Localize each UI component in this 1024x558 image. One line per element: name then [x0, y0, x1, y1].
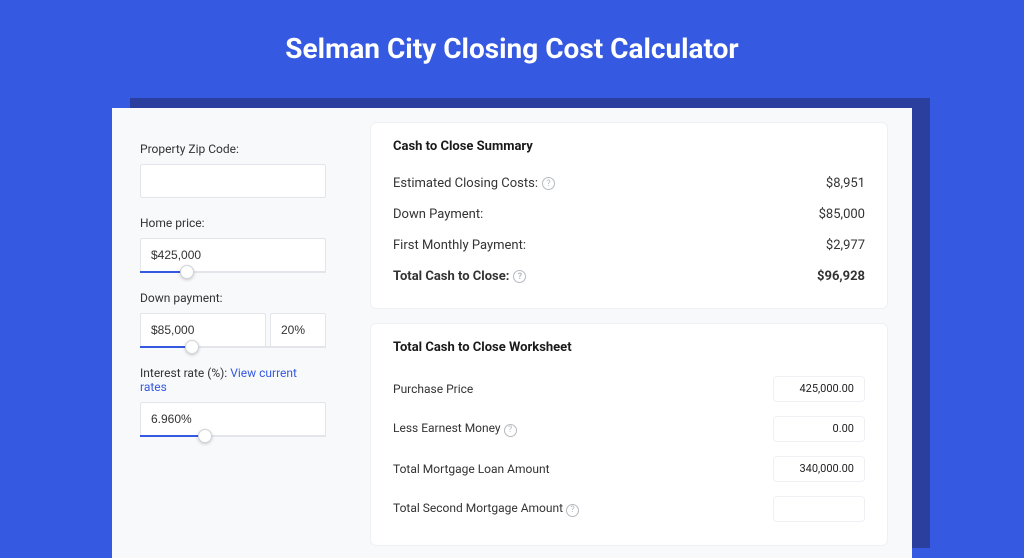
home-price-group: Home price:	[140, 216, 326, 273]
worksheet-row-label: Total Mortgage Loan Amount	[393, 462, 550, 476]
worksheet-row-label: Purchase Price	[393, 382, 473, 396]
down-payment-pct-input[interactable]	[270, 313, 326, 347]
worksheet-row: Total Mortgage Loan Amount 340,000.00	[393, 449, 865, 489]
summary-row: Total Cash to Close:? $96,928	[393, 261, 865, 292]
help-icon[interactable]: ?	[566, 504, 579, 517]
worksheet-panel: Total Cash to Close Worksheet Purchase P…	[370, 323, 888, 546]
interest-label: Interest rate (%): View current rates	[140, 366, 326, 394]
summary-row-value: $96,928	[817, 269, 865, 284]
down-payment-slider-thumb[interactable]	[185, 340, 199, 354]
summary-row-value: $8,951	[826, 176, 865, 191]
summary-row-label: Down Payment:	[393, 207, 483, 222]
worksheet-rows: Purchase Price 425,000.00 Less Earnest Mon…	[393, 369, 865, 529]
worksheet-title: Total Cash to Close Worksheet	[393, 340, 865, 355]
results-main: Cash to Close Summary Estimated Closing …	[370, 108, 912, 558]
interest-slider-fill	[140, 435, 205, 437]
summary-row-label: Total Cash to Close:?	[393, 269, 526, 284]
worksheet-row-value[interactable]: 0.00	[773, 416, 865, 442]
worksheet-row-label: Less Earnest Money ?	[393, 421, 517, 437]
down-payment-group: Down payment:	[140, 291, 326, 348]
help-icon[interactable]: ?	[513, 270, 526, 283]
summary-row: Down Payment: $85,000	[393, 199, 865, 230]
home-price-input[interactable]	[140, 238, 326, 272]
summary-rows: Estimated Closing Costs:? $8,951 Down Paym…	[393, 168, 865, 292]
calculator-container: Property Zip Code: Home price: Down paym…	[112, 108, 912, 558]
zip-label: Property Zip Code:	[140, 142, 326, 156]
summary-title: Cash to Close Summary	[393, 139, 865, 154]
help-icon[interactable]: ?	[542, 177, 555, 190]
summary-row-label: First Monthly Payment:	[393, 238, 526, 253]
worksheet-row: Less Earnest Money ? 0.00	[393, 409, 865, 449]
home-price-label: Home price:	[140, 216, 326, 230]
worksheet-row-value[interactable]	[773, 496, 865, 522]
inputs-sidebar: Property Zip Code: Home price: Down paym…	[112, 108, 350, 558]
help-icon[interactable]: ?	[504, 424, 517, 437]
interest-input[interactable]	[140, 402, 326, 436]
worksheet-row: Purchase Price 425,000.00	[393, 369, 865, 409]
worksheet-row-value[interactable]: 340,000.00	[773, 456, 865, 482]
down-payment-label: Down payment:	[140, 291, 326, 305]
summary-panel: Cash to Close Summary Estimated Closing …	[370, 122, 888, 309]
worksheet-row-label: Total Second Mortgage Amount ?	[393, 501, 579, 517]
down-payment-input[interactable]	[140, 313, 266, 347]
summary-row-label: Estimated Closing Costs:?	[393, 176, 555, 191]
zip-input[interactable]	[140, 164, 326, 198]
down-payment-slider[interactable]	[140, 346, 326, 348]
summary-row-value: $85,000	[819, 207, 865, 222]
summary-row: First Monthly Payment: $2,977	[393, 230, 865, 261]
home-price-slider-thumb[interactable]	[180, 265, 194, 279]
home-price-slider[interactable]	[140, 271, 326, 273]
interest-label-text: Interest rate (%):	[140, 366, 227, 380]
worksheet-row: Total Second Mortgage Amount ?	[393, 489, 865, 529]
page-title: Selman City Closing Cost Calculator	[0, 0, 1024, 89]
interest-slider-thumb[interactable]	[198, 429, 212, 443]
interest-slider[interactable]	[140, 435, 326, 437]
summary-row-value: $2,977	[826, 238, 865, 253]
summary-row: Estimated Closing Costs:? $8,951	[393, 168, 865, 199]
zip-group: Property Zip Code:	[140, 142, 326, 198]
interest-group: Interest rate (%): View current rates	[140, 366, 326, 437]
worksheet-row-value[interactable]: 425,000.00	[773, 376, 865, 402]
